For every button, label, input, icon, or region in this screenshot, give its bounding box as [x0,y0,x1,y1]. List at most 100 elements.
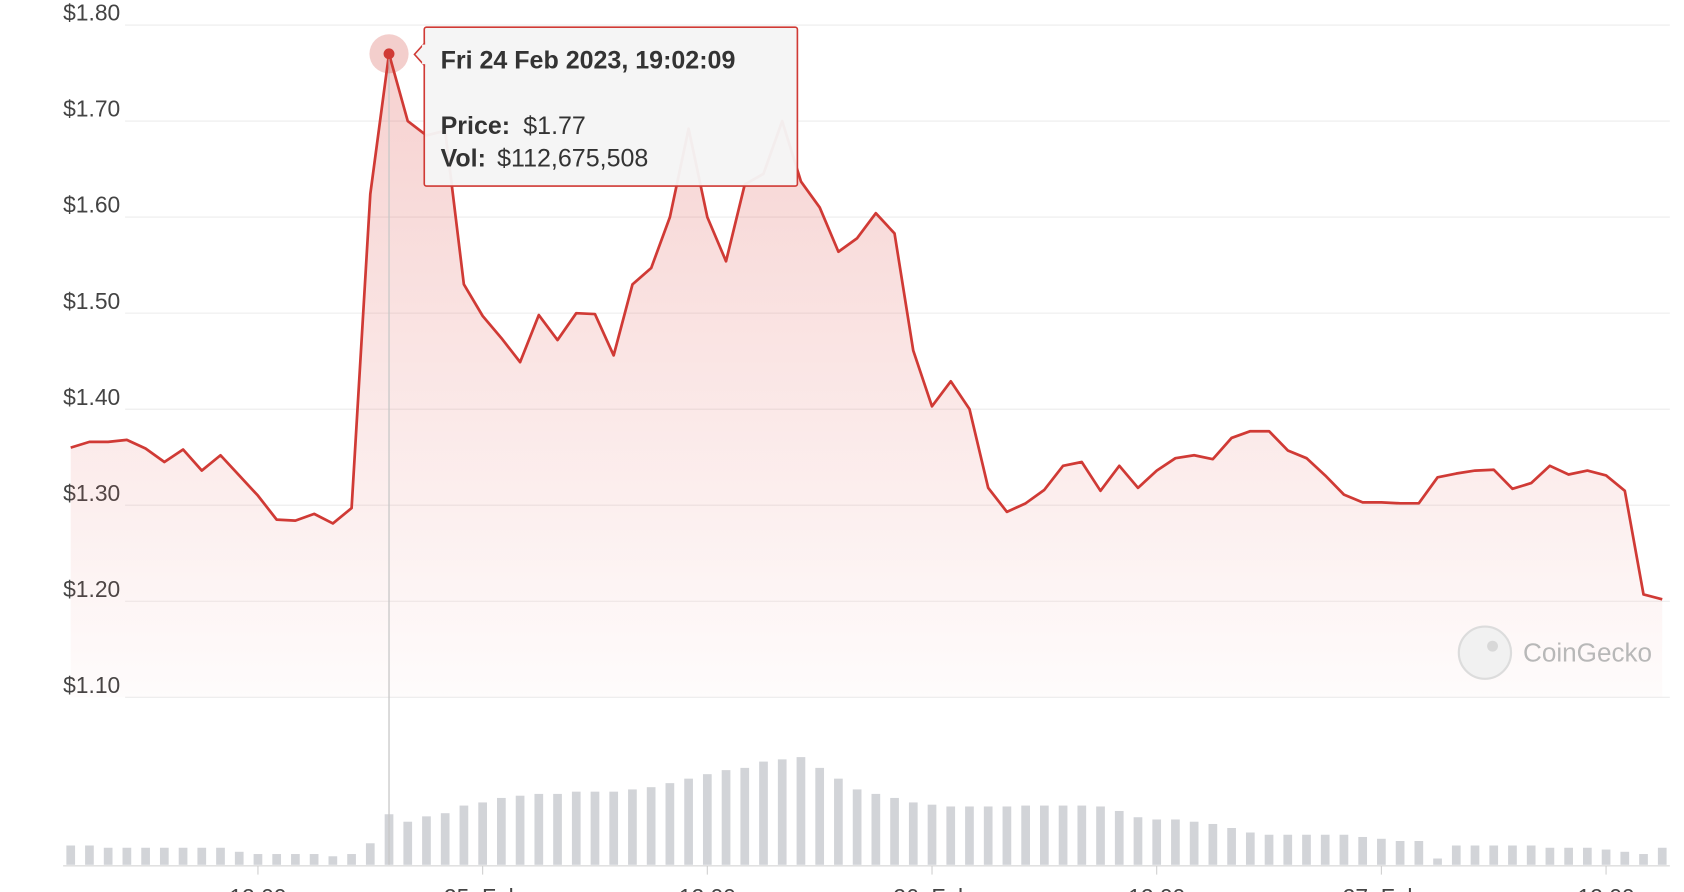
volume-bar [1320,834,1330,865]
volume-bar [983,806,993,865]
volume-bar [1639,854,1648,865]
volume-bar [1302,834,1311,865]
volume-bar [852,789,862,865]
volume-bar [665,783,675,865]
watermark-text: CoinGecko [1523,637,1652,667]
volume-bar [927,804,937,865]
volume-bar [1114,810,1124,865]
volume-bar [178,847,188,865]
x-tick-label: 27. Feb [1343,884,1420,892]
x-tick-label: 12:00 [1578,884,1635,892]
volume-bar [721,770,731,865]
volume-bar [534,793,544,865]
price-area [70,53,1663,698]
x-tick-label: 12:00 [229,884,286,892]
volume-bar [141,847,150,865]
volume-bar [1489,845,1499,865]
volume-bar [1002,806,1012,865]
volume-bar [815,767,825,865]
volume-bar [1508,845,1517,865]
volume-bar [103,847,113,865]
volume-bar [590,791,600,865]
volume-bar [328,856,338,865]
volume-bar [403,821,413,865]
watermark: CoinGecko [1457,625,1652,680]
volume-bar [1377,838,1386,865]
volume-bar [609,791,619,865]
volume-bar [478,802,487,865]
volume-bar [1077,805,1087,865]
volume-bar [347,854,356,865]
volume-bar [422,816,431,865]
volume-bar [1189,821,1199,865]
x-tick-label: 12:00 [1128,884,1185,892]
watermark-eye [1487,640,1498,652]
volume-bar [1451,845,1461,865]
volume-bar [1152,819,1162,865]
tooltip-price: $1.77 [523,112,586,140]
tooltip-vol: $112,675,508 [497,144,648,172]
volume-bar [646,787,656,865]
volume-bar [197,847,207,865]
volume-bar [365,843,375,865]
volume-bar [1133,817,1143,865]
tooltip-price-label: Price: [441,112,511,140]
volume-bar [908,802,918,865]
y-tick-label: $1.80 [63,0,120,26]
x-tick-label: 12:00 [679,884,736,892]
volume-bar [1526,845,1536,865]
hover [369,34,409,865]
volume-bar [571,791,581,865]
volume-bar [834,778,843,865]
volume-bar [553,793,562,865]
volume-bar [965,806,974,865]
volume-bar [1040,805,1049,865]
volume-bar [702,774,712,865]
volume-bar [628,789,637,865]
y-tick-label: $1.70 [63,96,120,122]
volume-bar [234,851,244,865]
volume-bar [216,847,225,865]
volume-bar [1395,841,1405,865]
y-tick-label: $1.60 [63,192,120,218]
volume-bar [1601,849,1611,865]
volume-bar [291,854,300,865]
hover-point [383,48,395,60]
volume-bar [497,797,506,865]
volume-bar [440,813,450,865]
volume-bar [1358,836,1368,865]
volume-bar [159,847,169,865]
volume-bar [777,759,787,865]
volume-bar [1021,805,1030,865]
x-tick-label: 26. Feb [893,884,970,892]
volume-bar [740,767,750,865]
volume-bar [684,778,693,865]
volume-bar [946,806,956,865]
volume-bar [1470,845,1480,865]
volume-bar [85,845,94,865]
tooltip-vol-label: Vol: [441,144,486,172]
price-line [70,52,1663,601]
tooltip: Fri 24 Feb 2023, 19:02:09 Price: $1.77 V… [413,26,799,187]
plot [70,52,1663,698]
volume-bar [1564,847,1573,865]
volume-bar [1171,819,1180,865]
volume-bar [515,795,525,865]
volume-bar [796,757,806,865]
volume-bar [1545,847,1555,865]
volume-bar [1582,847,1592,865]
tooltip-pointer-cover [422,44,427,65]
volume-bar [1245,832,1255,865]
volume-bar [1339,834,1349,865]
tooltip-title: Fri 24 Feb 2023, 19:02:09 [441,47,736,75]
volume-bar [759,761,768,865]
y-tick-label: $1.40 [63,384,120,410]
watermark-logo [1457,625,1513,680]
volume-bar [1208,823,1218,865]
volume-bar [1283,834,1293,865]
x-tick-label: 25. Feb [444,884,521,892]
volume-bar [1264,834,1274,865]
volume-bar [1096,806,1105,865]
